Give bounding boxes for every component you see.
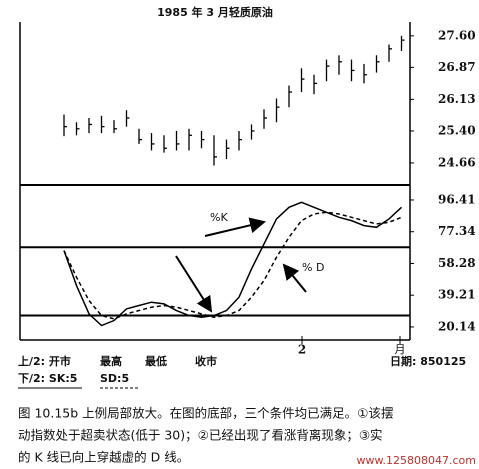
footer-text: 最高 (100, 354, 122, 368)
annotation-arrow (204, 217, 266, 237)
annotation-arrow (282, 263, 307, 293)
series-label: % D (302, 261, 324, 274)
y-tick-label: 26.13 (438, 92, 476, 106)
y-tick-label: 77.34 (438, 224, 476, 238)
footer-text: SD:5 (100, 372, 129, 385)
chart-title: 1985 年 3 月轻质原油 (157, 5, 273, 19)
caption-line: 图 10.15b 上例局部放大。在图的底部，三个条件均已满足。①该摆 (18, 406, 393, 421)
footer-text: 日期: 850125 (390, 354, 466, 368)
series-line (63, 211, 402, 320)
caption-line: 的 K 线已向上穿越虚的 D 线。 (18, 450, 189, 465)
x-label: 2 (298, 343, 306, 357)
series-line (63, 201, 403, 327)
y-tick-label: 27.60 (438, 28, 476, 42)
y-tick-label: 39.21 (438, 288, 476, 302)
footer-text: 最低 (145, 354, 167, 368)
x-label: 月 (395, 343, 406, 356)
annotation-arrow (175, 255, 213, 313)
watermark: www.125808047.com (357, 454, 476, 467)
y-tick-label: 20.14 (438, 319, 476, 333)
series-label: %K (210, 211, 228, 224)
y-tick-label: 25.40 (438, 123, 476, 137)
y-tick-label: 24.66 (438, 155, 476, 169)
footer-text: 下/2: SK:5 (18, 372, 77, 385)
y-tick-label: 26.87 (438, 60, 476, 74)
y-tick-label: 58.28 (438, 256, 476, 270)
caption-line: 动指数处于超卖状态(低于 30)；②已经出现了看涨背离现象；③实 (18, 428, 383, 443)
footer-text: 收市 (195, 354, 217, 368)
y-tick-label: 96.41 (438, 192, 476, 206)
footer-text: 上/2: 开市 (18, 354, 71, 368)
